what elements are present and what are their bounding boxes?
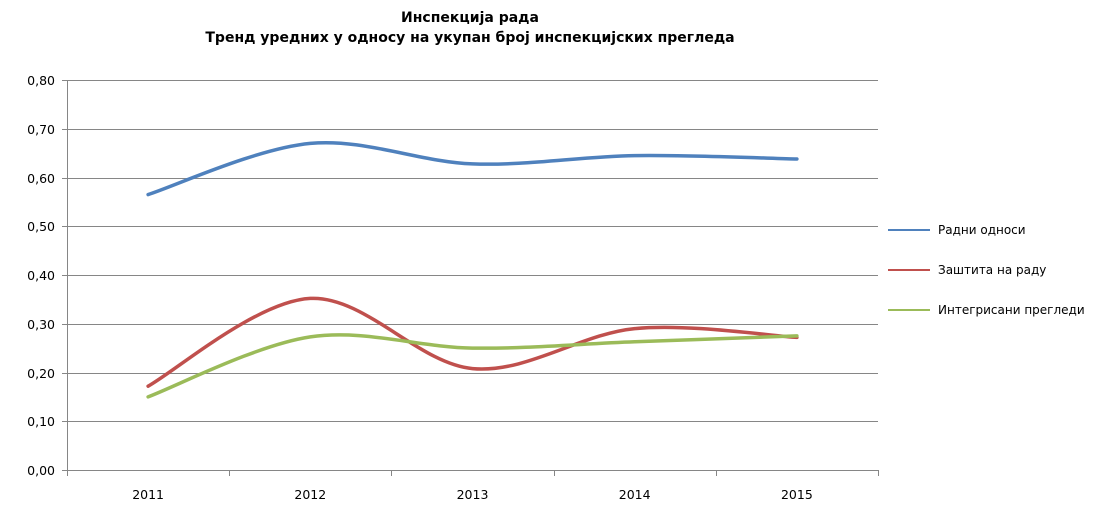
legend-label: Заштита на раду [938,263,1047,277]
x-tick-label: 2014 [619,487,651,502]
series-line-2 [146,296,799,388]
legend-item: Радни односи [888,220,1026,240]
x-tick-label: 2015 [781,487,813,502]
chart-subtitle: Тренд уредних у односу на укупан број ин… [205,30,735,46]
legend-swatch [888,269,930,271]
chart-title-block: Инспекција рада Тренд уредних у односу н… [0,8,940,48]
legend-label: Интегрисани прегледи [938,303,1085,317]
y-tick-label: 0,30 [27,317,55,332]
y-tick-label: 0,40 [27,268,55,283]
chart-title: Инспекција рада [401,10,539,26]
legend-swatch [888,309,930,311]
y-tick-label: 0,80 [27,73,55,88]
x-tick-labels: 2011 2012 2013 2014 2015 [132,487,813,502]
y-tick-label: 0,70 [27,122,55,137]
axes [62,80,879,476]
y-tick-label: 0,60 [27,171,55,186]
legend-item: Заштита на раду [888,260,1046,280]
series-lines [146,140,799,399]
y-tick-label: 0,50 [27,219,55,234]
x-tick-label: 2011 [132,487,164,502]
legend-swatch [888,229,930,231]
x-tick-label: 2013 [457,487,489,502]
y-tick-labels: 0,00 0,10 0,20 0,30 0,40 0,50 0,60 0,70 0,80 [27,73,55,478]
legend-item: Интегрисани прегледи [888,300,1085,320]
legend-label: Радни односи [938,223,1026,237]
series-line-3 [146,333,799,399]
y-tick-label: 0,10 [27,414,55,429]
y-tick-label: 0,20 [27,366,55,381]
x-tick-label: 2012 [294,487,326,502]
y-tick-label: 0,00 [27,463,55,478]
series-line-1 [146,140,799,197]
